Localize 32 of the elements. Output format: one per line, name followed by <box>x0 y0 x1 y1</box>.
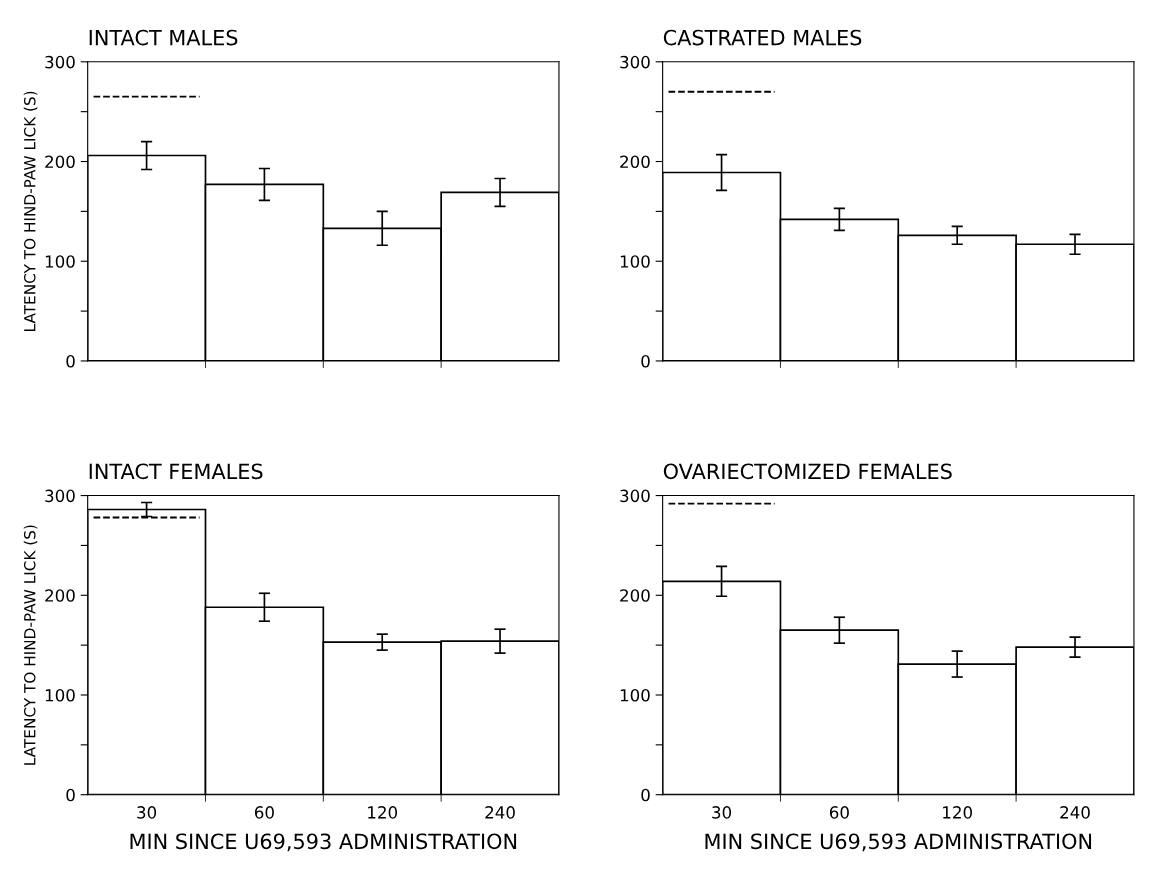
y-tick-label: 200 <box>620 155 650 169</box>
x-tick-label: 60 <box>254 806 274 819</box>
y-axis-title: LATENCY TO HIND-PAW LICK (S) <box>23 525 38 765</box>
y-tick-label: 200 <box>45 155 75 169</box>
x-tick-label: 120 <box>943 806 972 819</box>
x-tick-label: 60 <box>829 806 849 819</box>
y-tick-label: 0 <box>641 354 650 368</box>
y-tick-label: 300 <box>620 489 650 503</box>
y-tick-label: 100 <box>45 255 75 268</box>
x-tick-label: 30 <box>137 806 157 819</box>
y-tick-label: 100 <box>620 255 650 268</box>
x-tick-label: 240 <box>485 806 515 819</box>
chart-title: INTACT MALES <box>89 29 238 46</box>
x-tick-label: 120 <box>368 806 398 819</box>
x-axis-title: MIN SINCE U69,593 ADMINISTRATION <box>130 833 517 852</box>
y-tick-label: 100 <box>620 688 650 702</box>
y-tick-label: 0 <box>66 788 75 802</box>
y-tick-label: 200 <box>620 589 650 602</box>
x-axis-title: MIN SINCE U69,593 ADMINISTRATION <box>705 833 1092 852</box>
chart-title: OVARIECTOMIZED FEMALES <box>663 463 952 480</box>
y-tick-label: 300 <box>620 55 650 69</box>
chart-title: INTACT FEMALES <box>89 463 263 480</box>
y-tick-label: 0 <box>66 354 75 368</box>
y-axis-title: LATENCY TO HIND-PAW LICK (S) <box>23 91 38 331</box>
x-tick-label: 30 <box>712 806 732 819</box>
x-tick-label: 240 <box>1060 806 1090 819</box>
y-tick-label: 300 <box>45 55 75 69</box>
y-tick-label: 100 <box>45 688 75 702</box>
y-tick-label: 0 <box>641 788 650 802</box>
y-tick-label: 300 <box>45 489 75 503</box>
y-tick-label: 200 <box>45 589 75 602</box>
chart-title: CASTRATED MALES <box>663 29 862 46</box>
